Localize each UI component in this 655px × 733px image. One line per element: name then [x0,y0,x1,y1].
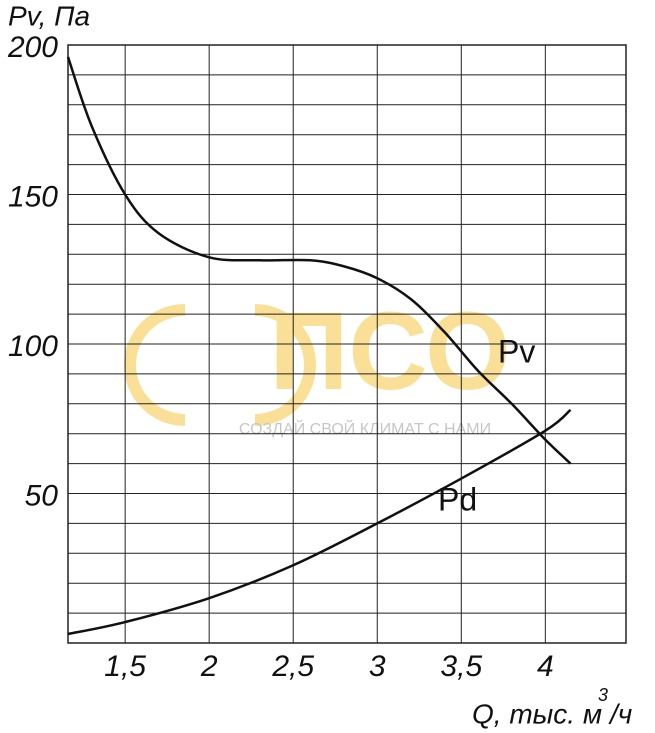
watermark-logo: ПСО [269,290,510,413]
watermark: ПСО СОЗДАЙ СВОЙ КЛИМАТ С НАМИ [124,290,511,438]
watermark-arc [124,304,186,426]
plot-frame [67,44,627,644]
watermark-slogan: СОЗДАЙ СВОЙ КЛИМАТ С НАМИ [239,419,491,438]
y-axis-title: Pv, Па [8,0,90,31]
y-tick-label: 200 [7,31,58,64]
x-axis-title-suffix: /ч [608,698,632,729]
x-tick-label: 2,5 [271,650,314,683]
y-tick-label: 100 [8,330,58,363]
x-tick-label: 2 [200,650,218,683]
series-label: Pv [498,333,535,369]
x-tick-label: 3,5 [440,650,482,683]
y-tick-label: 50 [25,479,59,512]
x-tick-label: 4 [537,650,554,683]
x-tick-label: 1,5 [104,650,146,683]
series-line [67,408,572,636]
x-axis-title-superscript: 3 [598,685,608,705]
x-tick-label: 3 [369,650,386,683]
y-tick-label: 150 [8,180,58,213]
watermark-arc [254,304,316,426]
x-axis-title: Q, тыс. м [472,698,602,729]
series-label: Pd [438,481,477,517]
series-line [66,56,572,465]
